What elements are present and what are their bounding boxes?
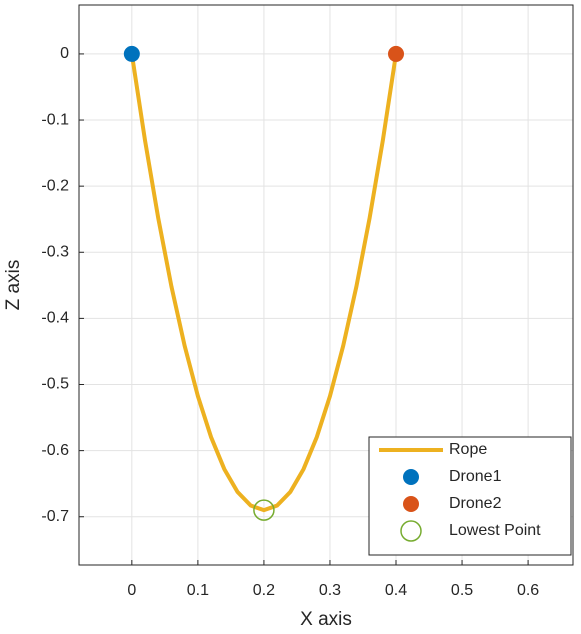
y-tick-label: -0.7: [41, 508, 69, 525]
legend-label: Drone1: [449, 468, 502, 485]
y-tick-label: -0.2: [41, 177, 69, 194]
y-tick-label: -0.6: [41, 442, 69, 459]
y-tick-label: 0: [60, 45, 69, 62]
x-tick-label: 0.3: [319, 582, 341, 599]
legend-swatch: [400, 520, 422, 542]
legend-swatch: [403, 469, 419, 485]
y-tick-label: -0.4: [41, 310, 69, 327]
y-tick-label: -0.3: [41, 243, 69, 260]
axes-box: [78, 4, 574, 566]
x-tick-label: 0.2: [253, 582, 275, 599]
x-axis-label: X axis: [300, 609, 352, 630]
legend-label: Rope: [449, 441, 487, 458]
y-tick-label: -0.5: [41, 376, 69, 393]
legend-label: Drone2: [449, 495, 502, 512]
x-tick-label: 0.6: [517, 582, 539, 599]
point-marker: [123, 45, 140, 62]
point-marker: [388, 45, 405, 62]
y-tick-label: -0.1: [41, 111, 69, 128]
x-tick-label: 0.5: [451, 582, 473, 599]
legend-swatch: [403, 496, 419, 512]
legend-label: Lowest Point: [449, 522, 541, 539]
y-axis-label: Z axis: [3, 260, 24, 311]
x-tick-label: 0.1: [187, 582, 209, 599]
rope-line: [129, 53, 398, 513]
point-marker: [253, 499, 275, 521]
x-tick-label: 0.4: [385, 582, 407, 599]
x-tick-label: 0: [127, 582, 136, 599]
